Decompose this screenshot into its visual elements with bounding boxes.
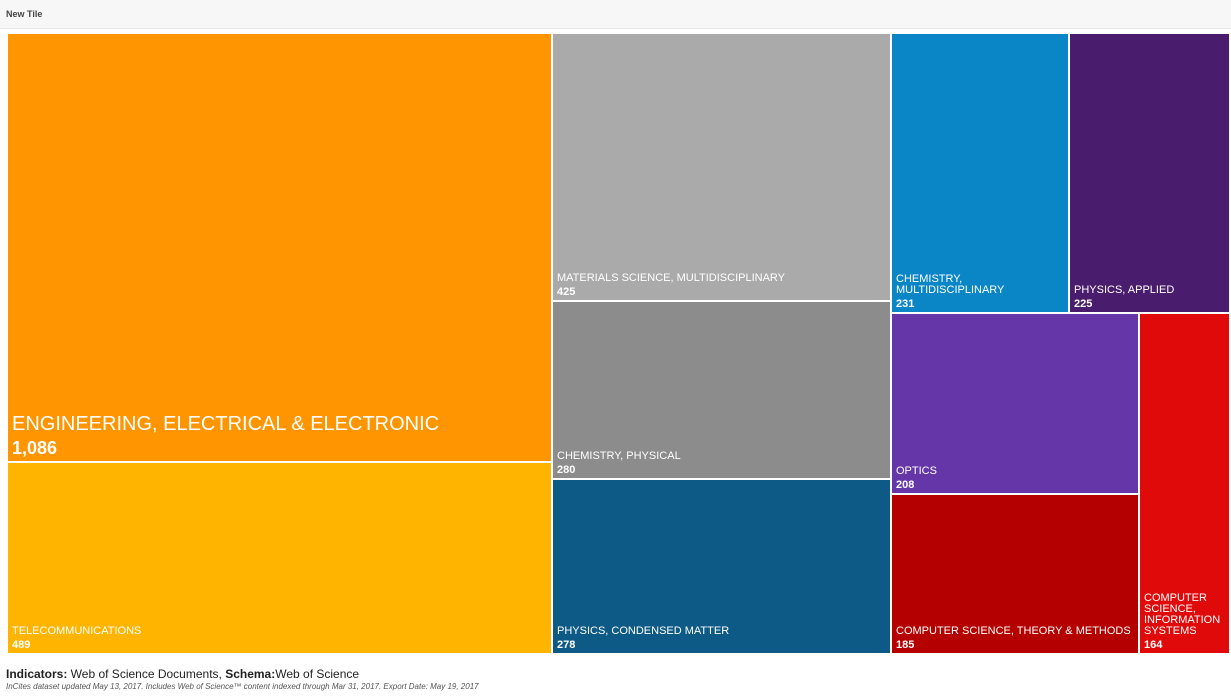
- treemap-cell-text: MATERIALS SCIENCE, MULTIDISCIPLINARY 425: [557, 272, 888, 299]
- treemap-cell-text: PHYSICS, APPLIED 225: [1074, 284, 1227, 311]
- treemap-cell-label: COMPUTER SCIENCE, THEORY & METHODS: [896, 625, 1131, 637]
- treemap-cell-text: CHEMISTRY, PHYSICAL 280: [557, 450, 888, 477]
- treemap-cell-text: COMPUTER SCIENCE, THEORY & METHODS 185: [896, 625, 1136, 652]
- treemap-cell-telecommunications[interactable]: TELECOMMUNICATIONS 489: [8, 463, 553, 655]
- treemap-cell-value: 185: [896, 639, 915, 651]
- treemap-cell-label: TELECOMMUNICATIONS: [12, 625, 142, 637]
- treemap-cell-text: PHYSICS, CONDENSED MATTER 278: [557, 625, 888, 652]
- treemap-cell-physics-applied[interactable]: PHYSICS, APPLIED 225: [1070, 34, 1231, 314]
- treemap-cell-value: 489: [12, 639, 31, 651]
- treemap-cell-chemistry-physical[interactable]: CHEMISTRY, PHYSICAL 280: [553, 302, 892, 480]
- treemap-cell-value: 231: [896, 298, 915, 310]
- treemap-chart: ENGINEERING, ELECTRICAL & ELECTRONIC 1,08…: [8, 34, 1231, 655]
- footer: Indicators: Web of Science Documents, Sc…: [6, 667, 1226, 691]
- treemap-cell-label: PHYSICS, APPLIED: [1074, 284, 1175, 296]
- treemap-cell-value: 208: [896, 479, 915, 491]
- treemap-cell-value: 1,086: [12, 438, 58, 458]
- treemap-cell-text: COMPUTER SCIENCE, INFORMATION SYSTEMS 164: [1144, 592, 1227, 652]
- tile-title: New Tile: [6, 9, 43, 19]
- treemap-cell-value: 280: [557, 464, 576, 476]
- treemap-cell-chemistry-multidisciplinary[interactable]: CHEMISTRY, MULTIDISCIPLINARY 231: [892, 34, 1070, 314]
- treemap-cell-label: COMPUTER SCIENCE, INFORMATION SYSTEMS: [1144, 592, 1221, 637]
- treemap-cell-computer-science-information-systems[interactable]: COMPUTER SCIENCE, INFORMATION SYSTEMS 164: [1140, 314, 1231, 655]
- treemap-cell-label: PHYSICS, CONDENSED MATTER: [557, 625, 730, 637]
- treemap-cell-label: MATERIALS SCIENCE, MULTIDISCIPLINARY: [557, 272, 785, 284]
- treemap-cell-text: OPTICS 208: [896, 465, 1136, 492]
- treemap-cell-value: 278: [557, 639, 576, 651]
- treemap-cell-materials-science-multidisciplinary[interactable]: MATERIALS SCIENCE, MULTIDISCIPLINARY 425: [553, 34, 892, 302]
- treemap-cell-engineering-electrical-electronic[interactable]: ENGINEERING, ELECTRICAL & ELECTRONIC 1,08…: [8, 34, 553, 463]
- tile-header: New Tile: [0, 0, 1231, 29]
- treemap-cell-physics-condensed-matter[interactable]: PHYSICS, CONDENSED MATTER 278: [553, 480, 892, 655]
- schema-value: Web of Science: [275, 667, 360, 681]
- indicators-label: Indicators:: [6, 667, 68, 681]
- treemap-cell-text: ENGINEERING, ELECTRICAL & ELECTRONIC 1,08…: [12, 414, 549, 459]
- treemap-cell-label: OPTICS: [896, 465, 937, 477]
- footer-indicators: Indicators: Web of Science Documents, Sc…: [6, 667, 1226, 681]
- treemap-cell-value: 164: [1144, 639, 1163, 651]
- treemap-cell-optics[interactable]: OPTICS 208: [892, 314, 1140, 495]
- indicators-value: Web of Science Documents,: [67, 667, 226, 681]
- treemap-cell-label: CHEMISTRY, MULTIDISCIPLINARY: [896, 273, 1005, 296]
- treemap-cell-computer-science-theory-methods[interactable]: COMPUTER SCIENCE, THEORY & METHODS 185: [892, 495, 1140, 655]
- treemap-cell-label: CHEMISTRY, PHYSICAL: [557, 450, 681, 462]
- treemap-cell-value: 225: [1074, 298, 1093, 310]
- treemap-cell-text: TELECOMMUNICATIONS 489: [12, 625, 549, 652]
- schema-label: Schema:: [225, 667, 276, 681]
- treemap-cell-value: 425: [557, 286, 576, 298]
- treemap-cell-text: CHEMISTRY, MULTIDISCIPLINARY 231: [896, 273, 1066, 311]
- footer-note: InCites dataset updated May 13, 2017. In…: [6, 682, 479, 691]
- treemap-cell-label: ENGINEERING, ELECTRICAL & ELECTRONIC: [12, 413, 440, 435]
